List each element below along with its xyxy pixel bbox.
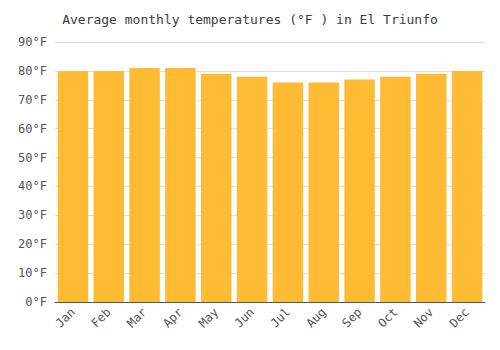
- svg-text:Nov: Nov: [411, 305, 436, 330]
- svg-text:30°F: 30°F: [18, 208, 47, 222]
- svg-text:Jun: Jun: [232, 305, 257, 330]
- svg-text:Jan: Jan: [53, 305, 78, 330]
- svg-text:Feb: Feb: [88, 305, 113, 330]
- svg-text:Apr: Apr: [160, 305, 185, 330]
- svg-text:20°F: 20°F: [18, 237, 47, 251]
- svg-text:Dec: Dec: [447, 305, 472, 330]
- svg-text:0°F: 0°F: [25, 295, 47, 309]
- svg-text:50°F: 50°F: [18, 151, 47, 165]
- svg-text:40°F: 40°F: [18, 179, 47, 193]
- svg-text:May: May: [196, 305, 221, 330]
- svg-text:Oct: Oct: [375, 305, 400, 330]
- svg-text:60°F: 60°F: [18, 122, 47, 136]
- svg-text:90°F: 90°F: [18, 35, 47, 49]
- svg-text:10°F: 10°F: [18, 266, 47, 280]
- svg-text:Aug: Aug: [303, 305, 328, 330]
- svg-text:80°F: 80°F: [18, 64, 47, 78]
- svg-text:Jul: Jul: [268, 305, 293, 330]
- svg-text:70°F: 70°F: [18, 93, 47, 107]
- svg-text:Mar: Mar: [124, 305, 149, 330]
- svg-text:Average monthly temperatures (: Average monthly temperatures (°F ) in El…: [62, 12, 438, 27]
- svg-text:Sep: Sep: [339, 305, 364, 330]
